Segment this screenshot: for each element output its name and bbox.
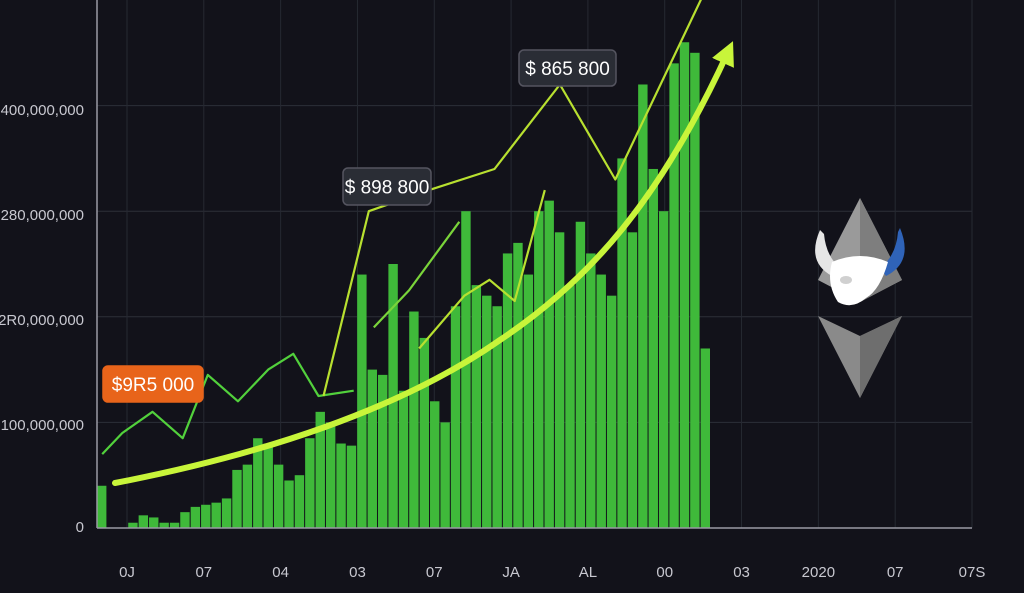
bar — [534, 211, 544, 528]
bar — [617, 158, 627, 528]
bar — [346, 445, 357, 528]
bar — [513, 242, 523, 528]
x-tick-label: 07 — [195, 564, 212, 581]
gridlines — [97, 0, 973, 528]
bar — [440, 422, 450, 528]
bar — [523, 274, 534, 528]
price-line — [101, 352, 354, 455]
x-tick-label: 03 — [733, 564, 750, 581]
bar — [263, 443, 273, 528]
bar — [128, 522, 138, 528]
bar — [211, 502, 221, 528]
bar — [149, 517, 159, 528]
bar — [284, 480, 294, 528]
bar — [294, 475, 305, 528]
bar — [669, 63, 679, 529]
price-callout-text: $9R5 000 — [112, 375, 194, 396]
bar — [336, 443, 346, 528]
price-callout-text: $ 898 800 — [345, 178, 430, 199]
bar — [388, 264, 398, 528]
price-callouts: $9R5 000 $ 898 800 $ 865 800 — [102, 49, 617, 403]
bar — [398, 390, 409, 528]
bar — [159, 522, 169, 528]
bar — [471, 285, 482, 528]
bar — [273, 464, 284, 528]
y-tick-label: 0 — [76, 519, 84, 536]
bar — [575, 221, 586, 528]
x-tick-label: 07S — [959, 564, 986, 581]
bar — [596, 274, 606, 528]
bar — [305, 438, 315, 528]
bar — [253, 438, 263, 528]
bar — [554, 232, 565, 528]
bar — [97, 485, 107, 528]
bar — [190, 506, 201, 528]
bar — [450, 306, 461, 528]
trend-arrow-line — [112, 41, 734, 486]
price-callout-box — [342, 167, 432, 206]
bar — [658, 211, 669, 528]
bar — [690, 52, 700, 529]
y-tick-label: 2R0,000,000 — [0, 312, 84, 329]
bar — [679, 42, 690, 529]
bar — [315, 411, 325, 528]
x-tick-label: 07 — [887, 564, 904, 581]
bar — [627, 232, 638, 528]
bar — [201, 504, 211, 528]
bar — [138, 515, 149, 528]
bar — [242, 464, 253, 528]
bar — [430, 401, 440, 528]
x-tick-label: 04 — [272, 564, 289, 581]
price-line — [322, 0, 702, 397]
bar — [377, 374, 388, 528]
price-callout-text: $ 865 800 — [525, 59, 610, 80]
y-tick-label: 400,000,000 — [1, 102, 84, 119]
bar — [565, 285, 575, 528]
price-line — [418, 189, 546, 350]
bar — [492, 306, 502, 528]
x-tick-label: 07 — [426, 564, 443, 581]
axes: 0 100,000,000 2R0,000,000 280,000,000 400,00… — [0, 0, 985, 581]
x-tick-label: 0J — [119, 564, 135, 581]
bar — [586, 253, 596, 528]
price-callout-box — [518, 49, 617, 87]
bar — [325, 422, 336, 528]
price-lines — [101, 0, 702, 455]
y-tick-label: 280,000,000 — [1, 207, 84, 224]
bar — [482, 295, 492, 528]
bar — [502, 253, 513, 528]
x-tick-label: 00 — [656, 564, 673, 581]
bar — [648, 168, 658, 528]
price-line — [373, 221, 461, 329]
bar — [409, 311, 419, 528]
x-tick-label: 03 — [349, 564, 366, 581]
bar — [169, 522, 180, 528]
bar — [419, 337, 430, 528]
trend-arrow — [112, 41, 734, 486]
bar — [357, 274, 367, 528]
bar — [606, 295, 617, 528]
bar — [700, 348, 710, 528]
bar — [180, 512, 190, 528]
bar — [544, 200, 554, 528]
bar — [461, 211, 471, 528]
price-callout-box — [102, 365, 204, 403]
bar — [221, 498, 232, 528]
bull-ethereum-logo-icon — [815, 198, 905, 398]
y-tick-label: 100,000,000 — [1, 417, 84, 434]
bars — [97, 42, 710, 529]
x-tick-label: AL — [579, 564, 597, 581]
bar — [367, 369, 377, 528]
bar — [232, 469, 242, 528]
x-tick-label: JA — [502, 564, 520, 581]
x-tick-label: 2020 — [802, 564, 835, 581]
bar — [638, 84, 648, 528]
